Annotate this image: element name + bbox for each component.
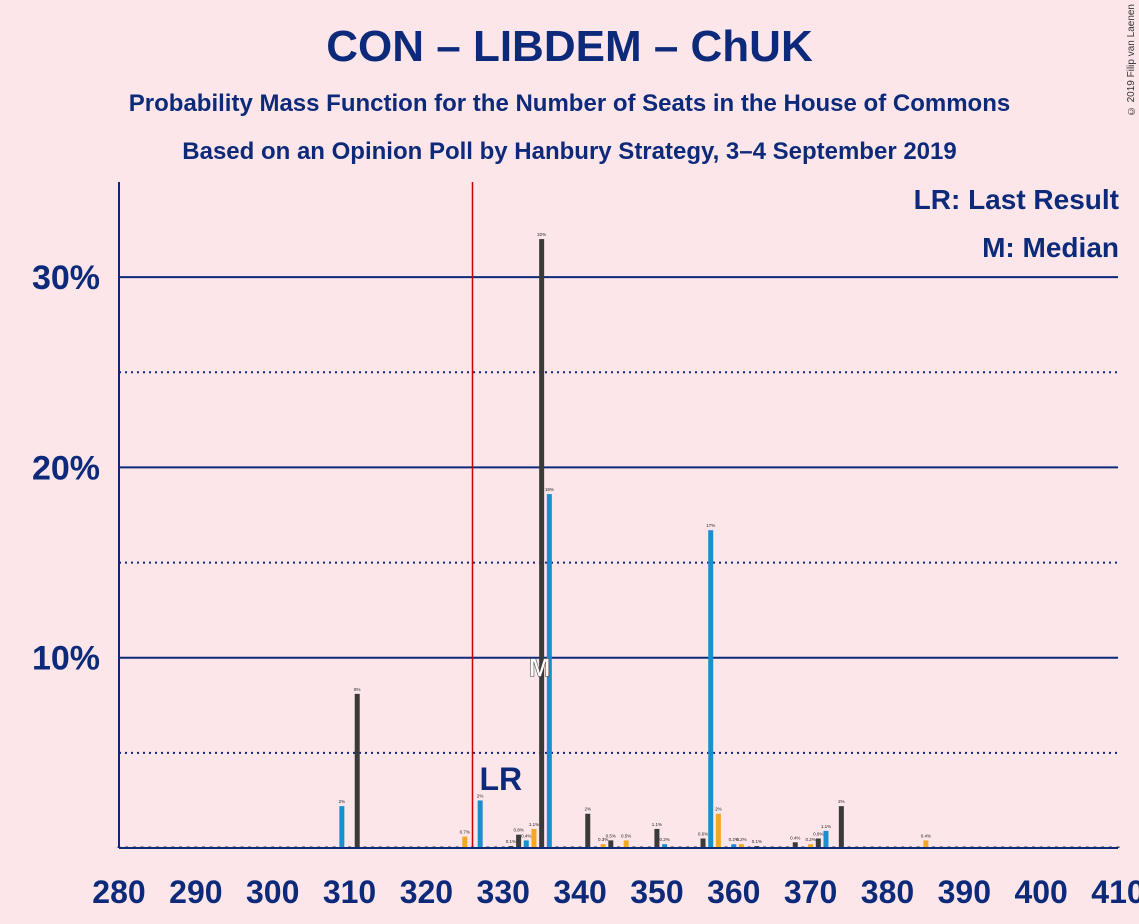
bar-label: 0.3% (598, 837, 608, 842)
bar-label: 0.7% (460, 830, 470, 835)
x-tick-label: 370 (784, 874, 837, 910)
bar (477, 800, 483, 848)
bar-label: 0.6% (813, 831, 823, 836)
x-tick-label: 300 (246, 874, 299, 910)
last-result-label: LR (479, 761, 522, 797)
bar (923, 840, 929, 848)
bar-label: 0.4% (790, 835, 800, 840)
bar (608, 840, 614, 848)
bar (738, 844, 744, 848)
bar (462, 836, 468, 848)
bar-label: 19% (545, 487, 554, 492)
bar (731, 844, 737, 848)
bar-label: 0.2% (805, 837, 815, 842)
bar-label: 0.1% (752, 839, 762, 844)
bar (792, 842, 798, 848)
bar (585, 813, 591, 848)
x-tick-label: 280 (92, 874, 145, 910)
bar-label: 0.1% (506, 839, 516, 844)
legend-median: M: Median (982, 232, 1119, 263)
bar-label: 0.2% (659, 837, 669, 842)
bar (600, 844, 606, 848)
bar (715, 813, 721, 848)
x-tick-label: 410 (1091, 874, 1139, 910)
x-tick-label: 400 (1014, 874, 1067, 910)
y-tick-label: 10% (32, 640, 100, 678)
chart-subtitle: Probability Mass Function for the Number… (128, 90, 1011, 117)
bar (539, 239, 545, 849)
bar (808, 844, 814, 848)
bar-label: 2% (585, 807, 592, 812)
x-tick-label: 350 (630, 874, 683, 910)
bar (339, 806, 345, 848)
bar (838, 806, 844, 848)
bar (662, 844, 668, 848)
x-tick-label: 390 (938, 874, 991, 910)
x-tick-label: 340 (553, 874, 606, 910)
bar-label: 2% (477, 793, 484, 798)
median-marker: M (529, 653, 551, 683)
bar (623, 840, 629, 848)
bar-label: 0.2% (736, 837, 746, 842)
y-tick-label: 30% (32, 259, 100, 297)
bar-label: 0.4% (921, 833, 931, 838)
bar-label: 2% (339, 799, 346, 804)
bar (523, 840, 529, 848)
bar-label: 1.1% (529, 822, 539, 827)
bar (700, 838, 706, 848)
x-tick-label: 310 (323, 874, 376, 910)
bar (354, 693, 360, 848)
bar-label: 32% (537, 232, 546, 237)
bar (654, 828, 660, 848)
bar-label: 1.1% (821, 824, 831, 829)
bar (531, 828, 537, 848)
bar-label: 1.1% (652, 822, 662, 827)
bar-label: 0.2% (729, 837, 739, 842)
bar-label: 0.5% (606, 833, 616, 838)
bar-label: 0.8% (513, 828, 523, 833)
bar-label: 2% (715, 807, 722, 812)
y-tick-label: 20% (32, 449, 100, 487)
x-tick-label: 290 (169, 874, 222, 910)
bar-label: 8% (354, 687, 361, 692)
x-tick-label: 320 (400, 874, 453, 910)
bar (546, 494, 552, 848)
x-tick-label: 380 (861, 874, 914, 910)
bar-label: 0.6% (698, 831, 708, 836)
bar (815, 838, 821, 848)
x-tick-label: 360 (707, 874, 760, 910)
chart-source: Based on an Opinion Poll by Hanbury Stra… (182, 138, 957, 165)
legend-last-result: LR: Last Result (913, 184, 1119, 215)
bar (708, 530, 714, 848)
bar-label: 17% (706, 523, 715, 528)
bar (823, 830, 829, 848)
chart-title: CON – LIBDEM – ChUK (326, 22, 813, 71)
x-tick-label: 330 (477, 874, 530, 910)
bar-label: 0.5% (621, 833, 631, 838)
bar-label: 0.4% (521, 833, 531, 838)
bar-label: 2% (838, 799, 845, 804)
bar (516, 834, 522, 848)
